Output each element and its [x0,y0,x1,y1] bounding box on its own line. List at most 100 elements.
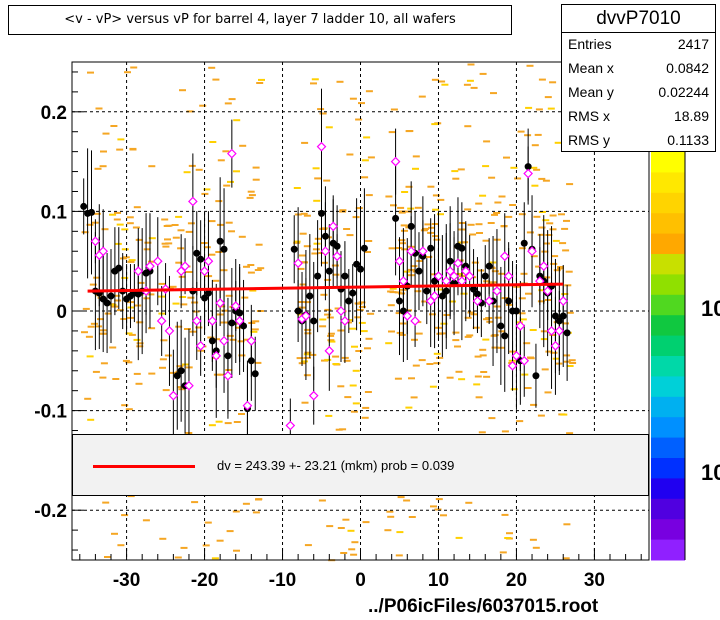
background-hit-cell [87,71,94,74]
data-point-filled [555,317,563,325]
background-hit-cell [466,334,474,337]
background-hit-cell [518,297,526,300]
background-hit-cell [195,168,203,171]
background-hit-cell [464,208,472,211]
stats-row-mean-x: Mean x 0.0842 [568,60,709,84]
data-point-filled [197,255,205,263]
background-hit-cell [127,306,135,309]
background-hit-cell [225,294,233,297]
background-hit-cell [346,234,354,237]
data-point-open [203,256,214,267]
background-hit-cell [126,216,134,219]
data-point-open [425,296,436,306]
data-point-filled [536,272,544,280]
background-hit-cell [209,141,217,143]
background-hit-cell [476,232,483,234]
background-hit-cell [387,304,395,307]
background-hit-cell [395,247,403,249]
background-hit-cell [358,305,366,308]
background-hit-cell [457,168,465,171]
data-point-open [336,306,346,316]
background-hit-cell [325,126,333,129]
palette-cell [651,315,685,337]
background-hit-cell [467,63,475,66]
background-hit-cell [455,536,463,539]
palette-cell [651,498,685,520]
background-hit-cell [487,282,495,285]
background-hit-cell [483,375,491,378]
background-hit-cell [148,260,155,263]
background-hit-cell [222,150,230,153]
data-point-open [332,251,342,262]
background-hit-cell [562,249,570,252]
data-point-open [433,271,444,281]
data-point-filled [216,237,224,245]
background-hit-cell [125,361,133,364]
background-hit-cell [398,239,406,242]
data-point-filled [360,244,368,252]
background-hit-cell [249,289,257,292]
background-hit-cell [225,221,233,224]
background-hit-cell [255,498,262,501]
background-hit-cell [327,334,335,337]
background-hit-cell [344,396,352,399]
background-hit-cell [405,185,413,188]
background-hit-cell [120,318,128,320]
background-hit-cell [414,206,422,209]
x-tick-label: -30 [113,570,140,591]
background-hit-cell [566,311,574,314]
background-hit-cell [314,177,322,180]
background-hit-cell [165,242,173,245]
background-hit-cell [243,265,250,268]
background-hit-cell [311,252,319,255]
background-hit-cell [246,196,254,199]
background-hit-cell [352,402,360,405]
background-hit-cell [201,192,209,195]
background-hit-cell [533,215,541,218]
background-hit-cell [474,375,482,378]
background-hit-cell [86,355,94,358]
stats-label: Mean x [568,60,614,76]
data-point-filled [306,292,314,300]
background-hit-cell [143,297,151,300]
background-hit-cell [247,264,255,266]
fit-line [87,282,564,293]
background-hit-cell [303,214,311,217]
background-hit-cell [320,293,328,296]
background-hit-cell [304,301,311,304]
background-hit-cell [162,389,170,392]
data-point-filled [240,322,248,330]
data-point-open [215,298,225,308]
background-hit-cell [310,82,317,85]
background-hit-cell [458,222,466,224]
background-hit-cell [405,406,413,409]
background-hit-cell [136,345,144,348]
background-hit-cell [535,108,543,111]
background-hit-cell [367,312,375,315]
background-hit-cell [519,247,526,250]
data-point-filled [419,252,427,260]
background-hit-cell [434,508,442,511]
background-hit-cell [398,211,406,214]
background-hit-cell [82,307,90,310]
background-hit-cell [418,359,426,362]
background-hit-cell [87,418,95,421]
background-hit-cell [566,432,574,435]
background-hit-cell [121,404,129,407]
background-hit-cell [519,318,527,321]
stats-value: 0.1133 [667,132,709,148]
background-hit-cell [449,300,456,303]
background-hit-cell [388,247,396,250]
background-hit-cell [326,316,334,319]
background-hit-cell [93,212,101,215]
background-hit-cell [110,125,118,127]
background-hit-cell [535,265,543,268]
background-hit-cell [147,293,155,296]
background-hit-cell [102,132,110,135]
background-hit-cell [304,351,312,354]
data-point-open [507,360,518,371]
background-hit-cell [364,391,372,393]
background-hit-cell [549,228,557,231]
background-hit-cell [327,332,335,335]
background-hit-cell [133,206,141,209]
